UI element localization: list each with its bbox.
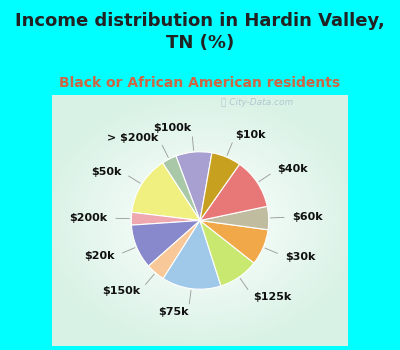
Text: $125k: $125k [253, 292, 291, 302]
Wedge shape [162, 156, 200, 220]
Wedge shape [200, 206, 269, 230]
Wedge shape [131, 212, 200, 225]
Wedge shape [132, 220, 200, 266]
Text: $60k: $60k [292, 212, 323, 222]
Text: ⓘ City-Data.com: ⓘ City-Data.com [221, 98, 294, 107]
Text: $75k: $75k [158, 307, 188, 317]
Wedge shape [200, 164, 267, 220]
Text: Income distribution in Hardin Valley,
TN (%): Income distribution in Hardin Valley, TN… [15, 12, 385, 52]
Wedge shape [200, 220, 268, 263]
Text: $200k: $200k [69, 213, 108, 223]
Text: $30k: $30k [285, 252, 316, 262]
Text: $150k: $150k [102, 286, 140, 296]
Text: Black or African American residents: Black or African American residents [60, 76, 340, 90]
Text: $10k: $10k [236, 130, 266, 140]
Text: $40k: $40k [277, 164, 308, 175]
Text: > $200k: > $200k [107, 133, 158, 143]
Text: $100k: $100k [154, 123, 192, 133]
Wedge shape [163, 220, 221, 289]
Wedge shape [176, 152, 212, 220]
Wedge shape [132, 163, 200, 220]
Text: $50k: $50k [91, 167, 122, 176]
Wedge shape [200, 220, 254, 286]
Wedge shape [200, 153, 240, 220]
Wedge shape [148, 220, 200, 279]
Text: $20k: $20k [84, 251, 114, 261]
